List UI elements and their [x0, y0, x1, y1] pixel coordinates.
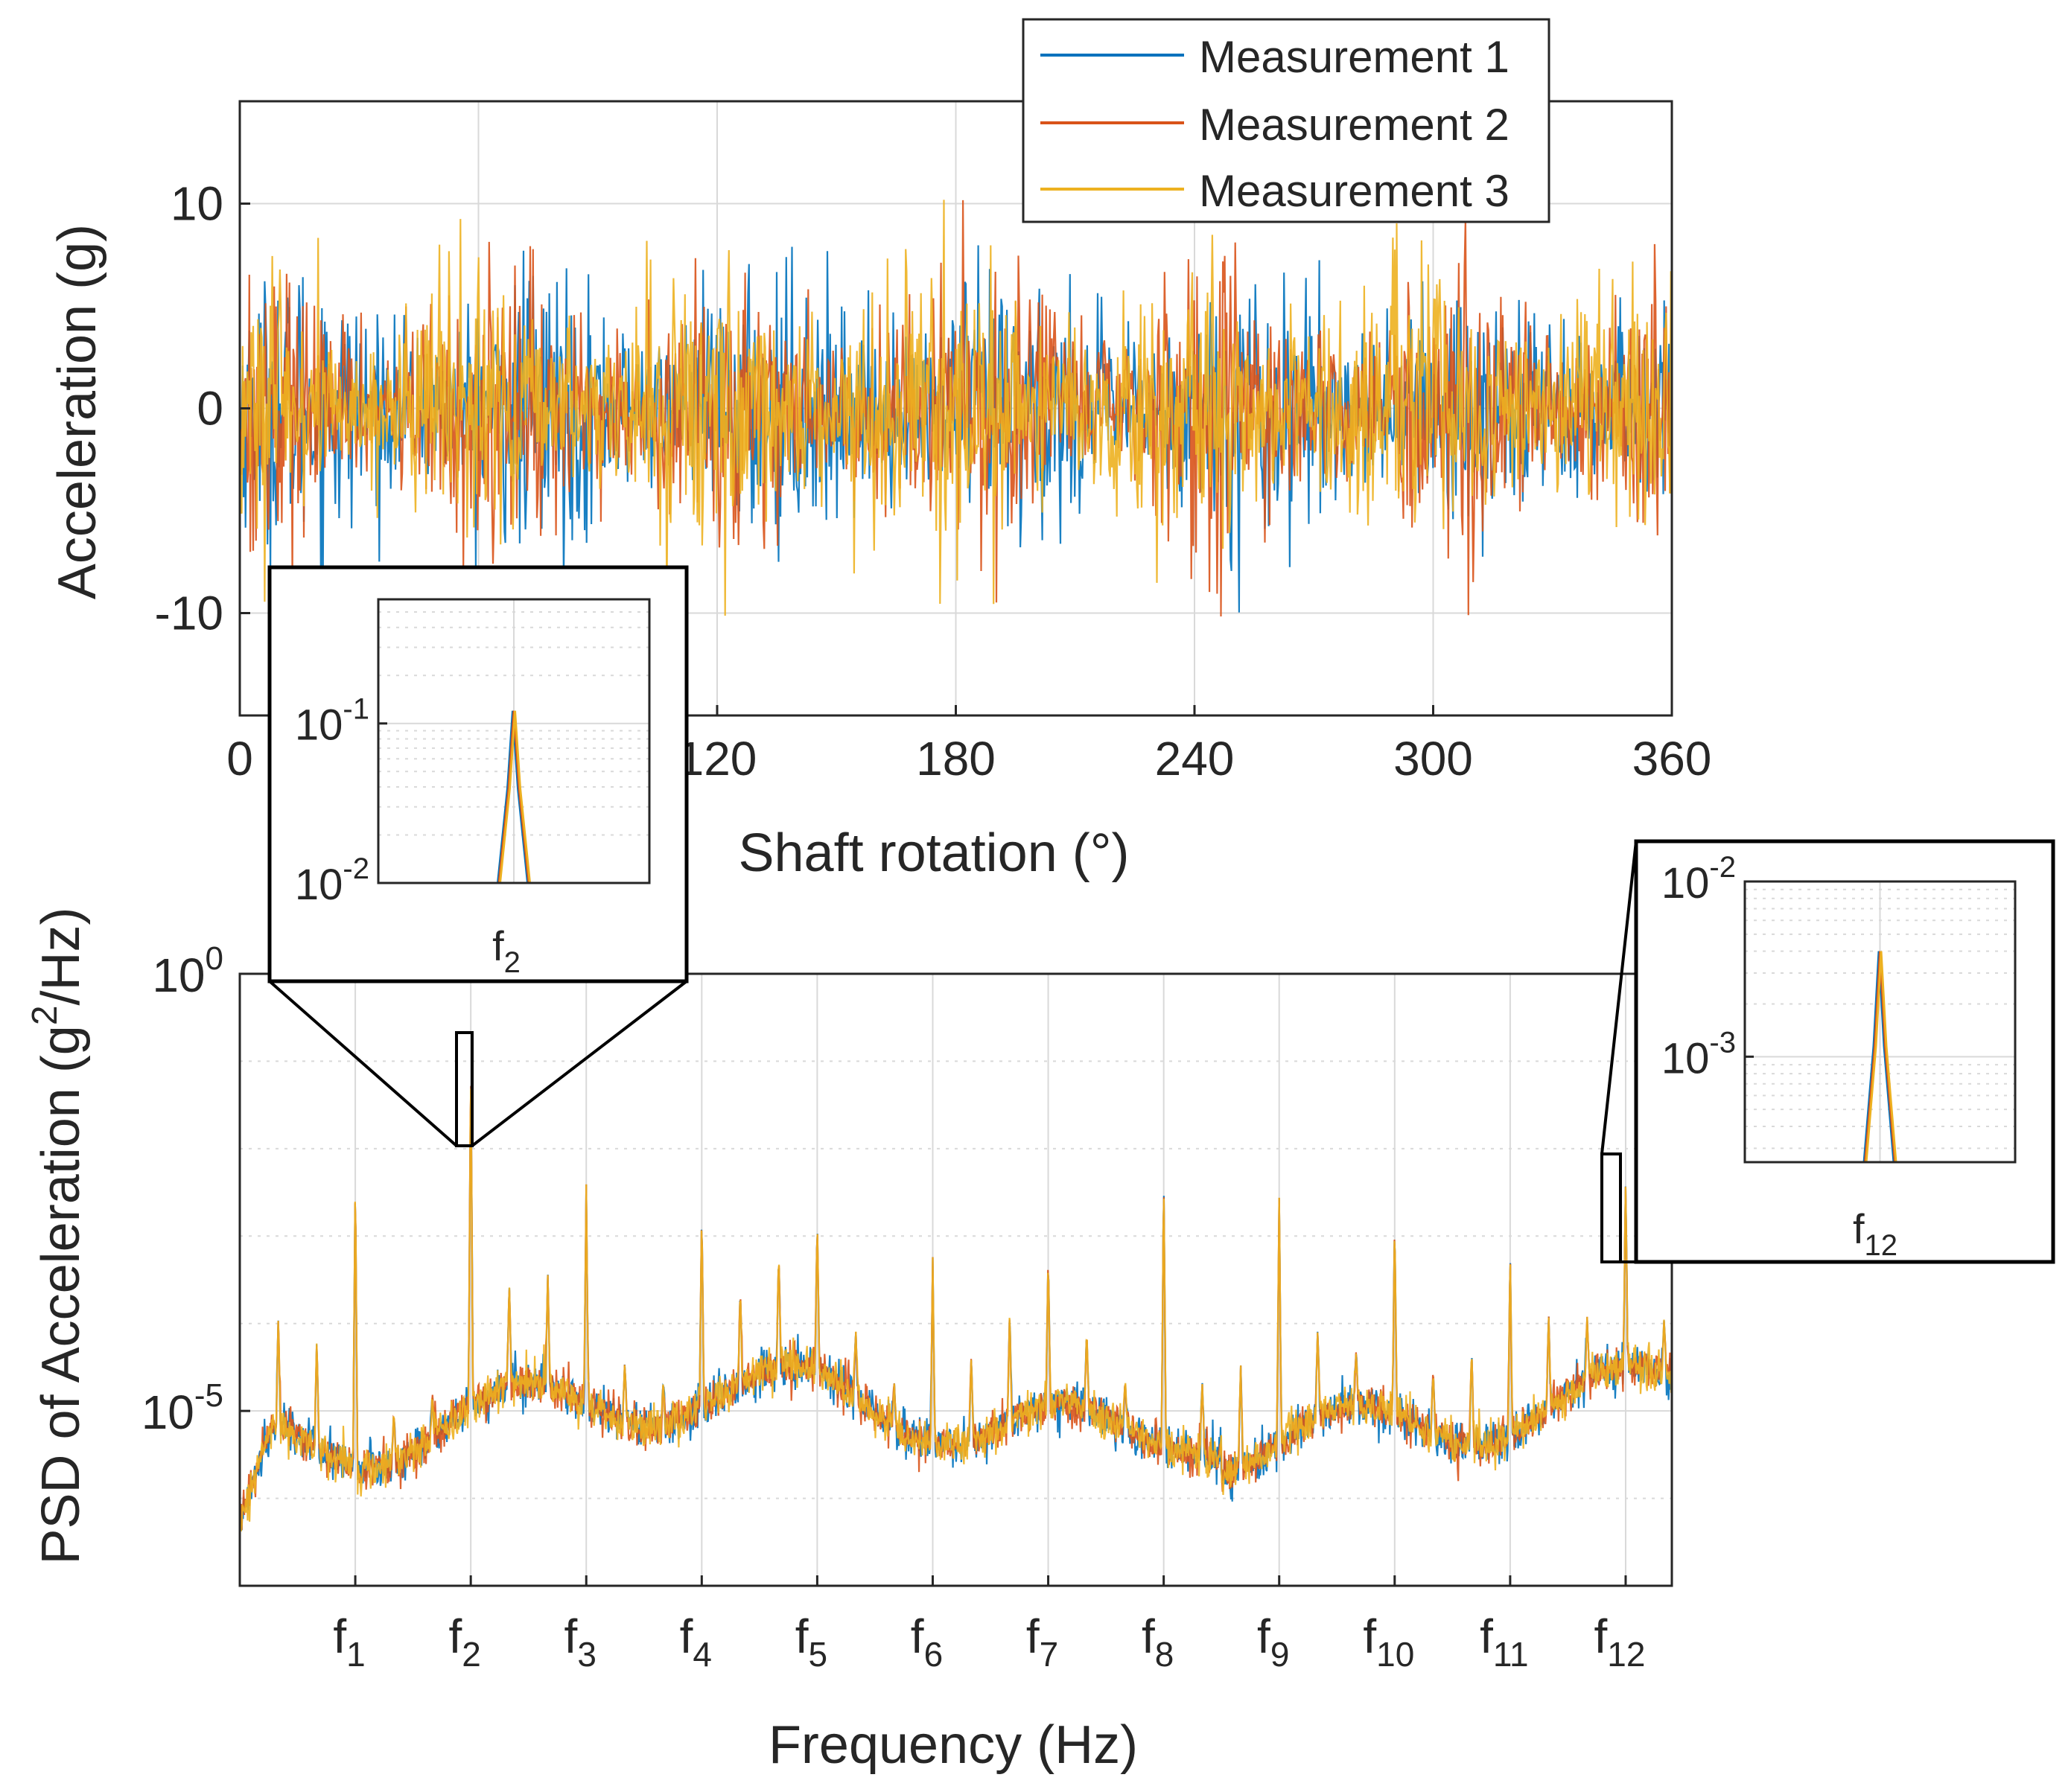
acceleration-y-tick-label: 10 [171, 177, 223, 231]
psd-y-tick-label: 100 [152, 940, 223, 1002]
psd-x-ticks: f1 f2 f3 f4 f5 f6 f7 f8 f9 f10 f11 f12 [333, 1575, 1645, 1674]
psd-series-3 [238, 1088, 1673, 1532]
psd-x-tick-label: f4 [680, 1610, 712, 1674]
acceleration-x-tick-label: 0 [226, 732, 253, 785]
acceleration-x-label: Shaft rotation (°) [738, 823, 1129, 883]
inset-peak-series-3 [1865, 951, 1897, 1163]
psd-x-tick-label: f7 [1026, 1610, 1058, 1674]
psd-series-2 [238, 1085, 1673, 1537]
acceleration-x-tick-label: 180 [916, 732, 996, 785]
psd-x-tick-label: f11 [1480, 1610, 1529, 1674]
zoom-rect-f2 [455, 1031, 474, 1147]
psd-y-label: PSD of Acceleration (g2/Hz) [25, 907, 91, 1564]
psd-x-tick-label: f2 [448, 1610, 480, 1674]
acceleration-y-tick-label: -10 [155, 587, 224, 640]
zoom-connector-f12-top [1600, 841, 1638, 1155]
inset-f12-y-ticks: 10-2 10-3 [1661, 851, 1754, 1082]
acceleration-x-tick-label: 120 [678, 732, 757, 785]
legend-label-measurement-1: Measurement 1 [1199, 32, 1509, 82]
zoom-rect-f12 [1600, 1152, 1622, 1263]
inset-f2-panel [267, 565, 689, 983]
zoom-connector-f2-right [471, 980, 688, 1147]
inset-f2: 10-1 10-2 f2 [267, 565, 689, 983]
psd-x-tick-label: f3 [564, 1610, 597, 1674]
acceleration-x-tick-label: 360 [1632, 732, 1712, 785]
psd-x-tick-label: f5 [795, 1610, 827, 1674]
legend-label-measurement-3: Measurement 3 [1199, 166, 1509, 216]
inset-f2-grid [378, 599, 649, 884]
inset-peak-series-3 [498, 710, 532, 884]
inset-f12-axes-frame [1743, 880, 2017, 1164]
inset-f2-y-ticks: 10-1 10-2 [295, 693, 387, 909]
inset-f12-panel [1634, 839, 2055, 1264]
psd-x-tick-label: f12 [1594, 1610, 1645, 1674]
psd-x-tick-label: f9 [1257, 1610, 1289, 1674]
zoom-connector-f2-left [268, 980, 458, 1147]
psd-y-ticks: 100 10-5 [141, 940, 250, 1439]
inset-y-tick-label: 10-1 [295, 693, 369, 750]
psd-y-tick-label: 10-5 [141, 1377, 223, 1439]
inset-f12-series [1862, 951, 1897, 1163]
psd-y-label-superscript: 2 [25, 1005, 65, 1025]
psd-x-label: Frequency (Hz) [769, 1715, 1138, 1775]
legend-label-measurement-2: Measurement 2 [1199, 100, 1509, 150]
psd-x-tick-label: f8 [1142, 1610, 1174, 1674]
psd-axes-frame [238, 972, 1673, 1587]
psd-y-label-part-1: PSD of Acceleration (g [31, 1025, 91, 1564]
acceleration-y-tick-label: 0 [197, 382, 223, 436]
acceleration-y-label: Acceleration (g) [48, 224, 107, 599]
inset-y-tick-label: 10-3 [1661, 1026, 1736, 1082]
acceleration-y-ticks: -10 0 10 [155, 177, 250, 640]
acceleration-series [238, 200, 1673, 617]
inset-f2-axes-frame [377, 598, 651, 884]
legend: Measurement 1 Measurement 2 Measurement … [1022, 18, 1550, 223]
psd-y-label-part-2: /Hz) [31, 907, 91, 1005]
psd-x-tick-label: f1 [333, 1610, 365, 1674]
psd-series [238, 1085, 1673, 1537]
psd-x-tick-label: f10 [1363, 1610, 1414, 1674]
inset-f2-x-label: f2 [492, 922, 521, 979]
inset-y-tick-label: 10-2 [295, 852, 369, 909]
psd-x-tick-label: f6 [911, 1610, 943, 1674]
inset-f2-series [496, 710, 532, 884]
acceleration-series-3 [238, 200, 1673, 616]
acceleration-x-tick-label: 300 [1393, 732, 1473, 785]
inset-f12: 10-2 10-3 f12 [1634, 839, 2055, 1264]
inset-f12-x-label: f12 [1853, 1205, 1897, 1262]
acceleration-x-tick-label: 240 [1155, 732, 1235, 785]
inset-y-tick-label: 10-2 [1661, 851, 1736, 908]
